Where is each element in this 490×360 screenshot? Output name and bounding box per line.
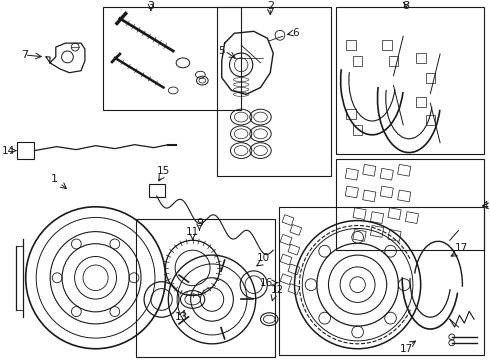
Bar (363, 165, 376, 176)
Text: 1: 1 (50, 174, 57, 184)
Bar (416, 53, 425, 63)
Text: 14: 14 (2, 145, 15, 156)
Bar (353, 56, 363, 66)
Bar (425, 73, 435, 82)
Bar (17, 142, 34, 159)
Bar (336, 6, 484, 154)
Text: 9: 9 (196, 217, 203, 228)
Text: 11: 11 (186, 228, 199, 238)
Bar (280, 234, 292, 245)
Bar (353, 208, 366, 220)
Bar (279, 207, 484, 355)
Text: 16: 16 (260, 278, 273, 288)
Bar (380, 186, 393, 198)
Bar (388, 208, 401, 220)
Text: 12: 12 (270, 285, 284, 294)
Bar (280, 254, 292, 265)
Bar (346, 40, 356, 50)
Bar (288, 244, 300, 255)
Bar (398, 165, 411, 176)
Text: 17: 17 (455, 243, 468, 253)
Bar (388, 229, 401, 241)
Text: 3: 3 (147, 1, 154, 11)
Bar (398, 190, 411, 202)
Bar (353, 229, 366, 241)
Bar (389, 56, 398, 66)
Bar (425, 115, 435, 125)
Bar (336, 159, 484, 250)
Bar (282, 215, 294, 225)
Text: 4: 4 (482, 201, 489, 211)
Text: 15: 15 (157, 166, 170, 176)
Text: 8: 8 (403, 1, 410, 11)
Bar (280, 274, 292, 285)
Bar (149, 184, 166, 197)
Bar (288, 284, 300, 294)
Bar (353, 125, 363, 135)
Bar (370, 225, 384, 237)
Text: 6: 6 (293, 28, 299, 38)
Bar (136, 219, 275, 357)
Bar (370, 212, 384, 224)
Text: 13: 13 (174, 312, 188, 322)
Text: 17: 17 (399, 344, 413, 354)
Bar (405, 212, 418, 224)
Text: 10: 10 (257, 253, 270, 263)
Bar (345, 186, 358, 198)
Bar (363, 190, 376, 202)
Bar (103, 6, 241, 110)
Bar (416, 97, 425, 107)
Bar (217, 6, 331, 176)
Text: 7: 7 (21, 50, 28, 60)
Bar (288, 264, 300, 275)
Bar (345, 168, 358, 180)
Bar (290, 225, 302, 235)
Bar (346, 109, 356, 119)
Bar (380, 168, 393, 180)
Bar (382, 40, 392, 50)
Text: 5: 5 (218, 46, 224, 56)
Text: 2: 2 (267, 1, 274, 11)
